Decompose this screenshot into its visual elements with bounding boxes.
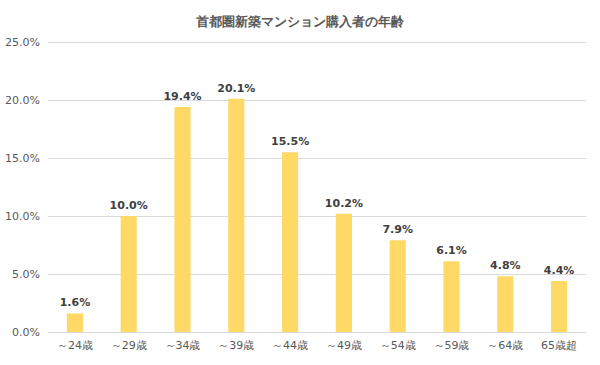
svg-text:～59歳: ～59歳: [434, 339, 470, 352]
svg-text:1.6%: 1.6%: [60, 296, 91, 309]
svg-text:～39歳: ～39歳: [218, 339, 254, 352]
svg-text:20.1%: 20.1%: [217, 82, 255, 95]
svg-text:～64歳: ～64歳: [487, 339, 523, 352]
svg-text:6.1%: 6.1%: [436, 244, 467, 257]
svg-text:～29歳: ～29歳: [111, 339, 147, 352]
svg-text:20.0%: 20.0%: [5, 94, 40, 107]
svg-text:5.0%: 5.0%: [12, 268, 40, 281]
svg-text:10.2%: 10.2%: [325, 197, 363, 210]
svg-text:15.0%: 15.0%: [5, 152, 40, 165]
svg-text:4.4%: 4.4%: [544, 264, 575, 277]
svg-text:0.0%: 0.0%: [12, 326, 40, 339]
svg-text:～34歳: ～34歳: [165, 339, 201, 352]
svg-text:～54歳: ～54歳: [380, 339, 416, 352]
svg-text:4.8%: 4.8%: [490, 259, 521, 272]
svg-text:7.9%: 7.9%: [382, 223, 413, 236]
svg-text:～24歳: ～24歳: [57, 339, 93, 352]
svg-text:15.5%: 15.5%: [271, 135, 309, 148]
svg-text:25.0%: 25.0%: [5, 36, 40, 49]
svg-text:19.4%: 19.4%: [163, 90, 201, 103]
svg-text:65歳超: 65歳超: [541, 339, 577, 352]
svg-text:～49歳: ～49歳: [326, 339, 362, 352]
svg-text:～44歳: ～44歳: [272, 339, 308, 352]
svg-text:首都圏新築マンション購入者の年齢: 首都圏新築マンション購入者の年齢: [195, 14, 405, 29]
svg-text:10.0%: 10.0%: [5, 210, 40, 223]
svg-text:10.0%: 10.0%: [110, 199, 148, 212]
